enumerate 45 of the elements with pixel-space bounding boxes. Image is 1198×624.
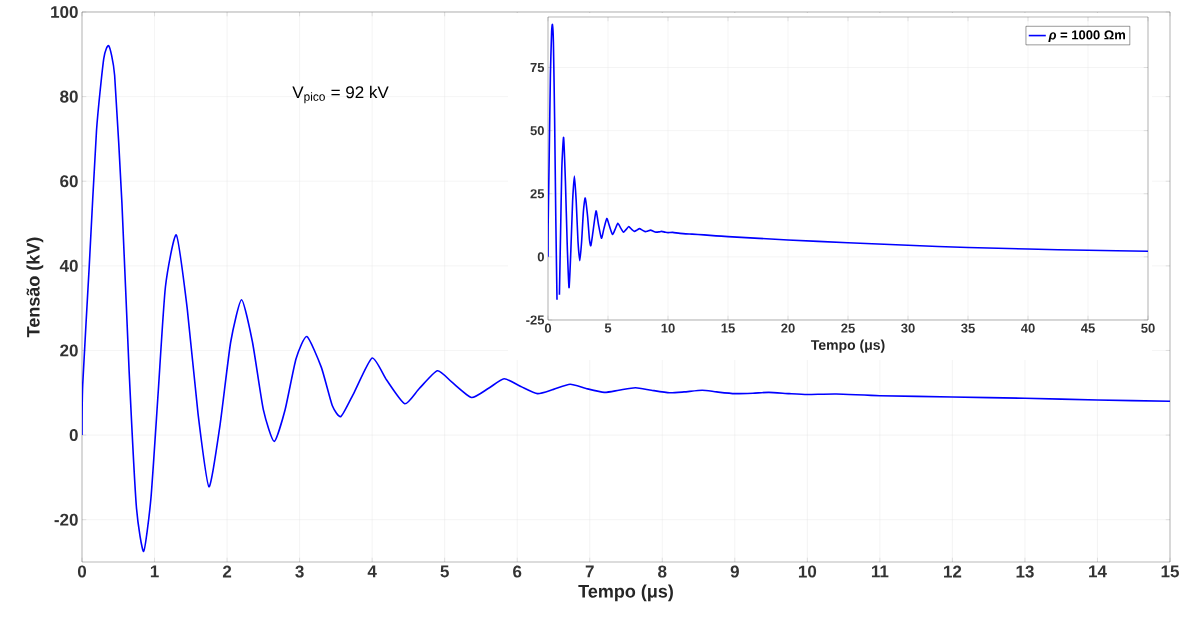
x-tick-label: 6	[513, 565, 522, 578]
y-tick-label: 50	[530, 126, 544, 136]
annotation: V$_{pico}$ = 92 kV	[292, 85, 389, 104]
y-tick-label: 100	[51, 5, 78, 19]
x-tick-label: 13	[1016, 565, 1034, 578]
legend-label: ρ = 1000 Ωm	[1048, 30, 1125, 43]
x-tick-label: 1	[150, 565, 159, 578]
y-tick-label: 25	[530, 189, 545, 199]
x-tick-label: 12	[944, 565, 962, 578]
y-tick-label: -20	[54, 513, 78, 526]
y-tick-label: 60	[60, 175, 78, 188]
x-tick-label: 9	[730, 565, 739, 578]
y-tick-label: 40	[59, 259, 78, 272]
x-tick-label: 15	[721, 323, 735, 333]
x-tick-label: 45	[1080, 323, 1095, 333]
x-axis-title: Tempo (μs)	[578, 584, 673, 602]
y-tick-label: -25	[526, 315, 545, 325]
x-tick-label: 50	[1141, 323, 1155, 333]
y-tick-label: 0	[69, 429, 78, 442]
y-tick-label: 20	[60, 344, 78, 357]
x-tick-label: 14	[1089, 565, 1107, 578]
line-series	[82, 45, 1170, 553]
x-tick-label: 30	[901, 323, 915, 333]
x-tick-label: 0	[77, 565, 87, 578]
y-tick-label: 75	[530, 62, 545, 73]
x-tick-label: 20	[781, 323, 795, 333]
x-tick-label: 40	[1020, 323, 1035, 333]
x-tick-label: 5	[440, 565, 449, 578]
y-axis-title: Tensão (kV)	[26, 237, 44, 338]
x-tick-label: 2	[222, 565, 232, 578]
x-tick-label: 7	[585, 565, 594, 578]
y-tick-label: 80	[60, 90, 78, 103]
x-tick-label: 0	[544, 323, 552, 333]
x-tick-label: 10	[798, 565, 817, 578]
x-tick-label: 10	[661, 323, 675, 333]
x-tick-label: 3	[295, 565, 304, 578]
x-tick-label: 5	[604, 323, 612, 333]
x-tick-label: 25	[841, 323, 855, 333]
x-tick-label: 35	[961, 323, 975, 333]
x-tick-label: 15	[1161, 565, 1179, 578]
x-tick-label: 8	[658, 565, 667, 578]
x-tick-label: 4	[367, 565, 377, 578]
y-tick-label: 0	[537, 252, 544, 262]
x-tick-label: 11	[871, 565, 889, 578]
x-axis-title: Tempo (μs)	[810, 339, 885, 353]
